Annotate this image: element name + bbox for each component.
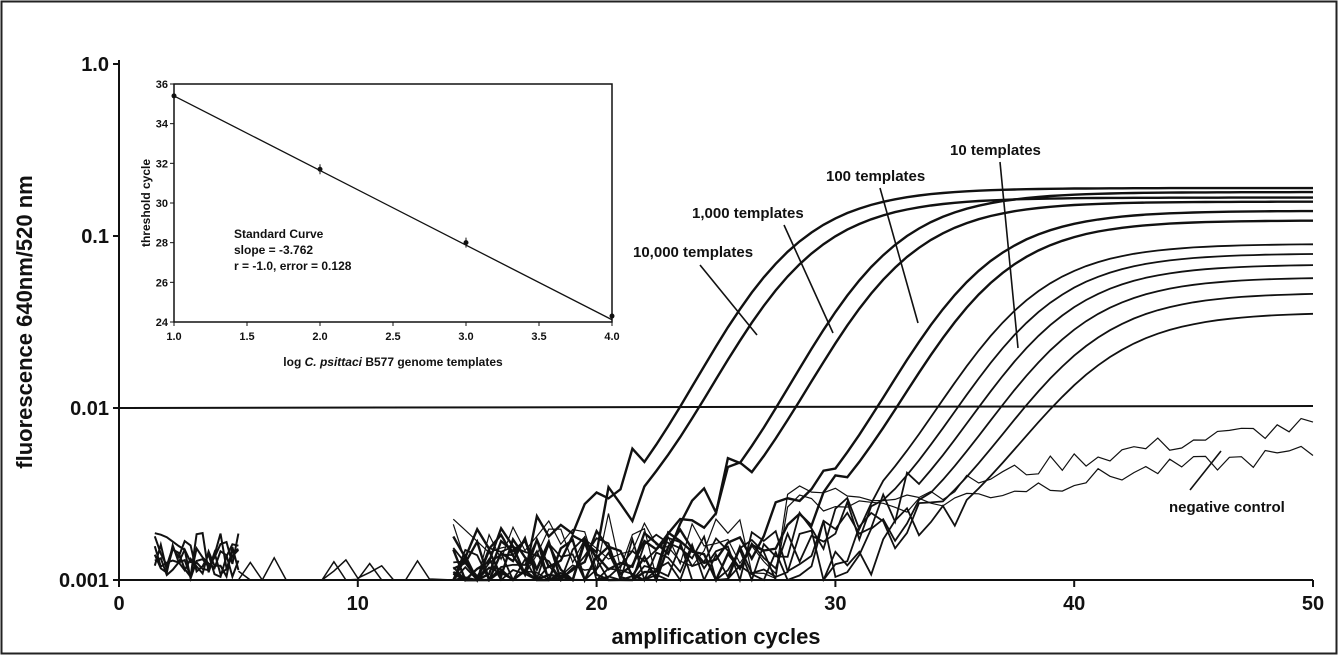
inset-annotation-line: slope = -3.762 [234,243,313,257]
y-tick-label: 1.0 [81,54,109,76]
annotation-pointer [783,224,834,334]
annotation-pointer [1189,450,1222,491]
inset-x-tick-label: 2.0 [312,331,327,343]
inset-x-tick-label: 1.0 [166,331,181,343]
inset-annotation-line: r = -1.0, error = 0.128 [234,259,352,273]
annotation-label: 10,000 templates [633,244,753,261]
annotation-label: negative control [1169,499,1285,516]
inset-x-axis-title-species: C. psittaci [305,355,363,369]
inset-y-tick-label: 36 [156,79,168,91]
baseline-noise-line [154,532,240,583]
x-tick-label: 10 [347,593,369,615]
inset-fit-line [173,95,613,321]
inset-x-axis-title-prefix: log [283,355,304,369]
y-tick-label: 0.1 [81,226,109,248]
inset-y-tick-label: 26 [156,277,168,289]
inset-x-axis-title-suffix: B577 genome templates [362,355,503,369]
inset-x-tick-label: 3.5 [531,331,546,343]
baseline-noise-line [153,535,239,579]
y-tick-label: 0.001 [59,570,109,592]
threshold-line [118,405,1314,409]
annotation-label: 1,000 templates [692,205,804,222]
inset-y-tick-label: 32 [156,158,168,170]
inset-x-tick-label: 1.5 [239,331,254,343]
inset-plot: 1.0 1.5 2.0 2.5 3.0 3.5 4.0 24 26 28 30 32 34 36 log C… [139,79,620,369]
annotation-label: 100 templates [826,168,925,185]
inset-x-tick-label: 3.0 [458,331,473,343]
inset-x-tick-label: 4.0 [604,331,619,343]
amplification-curve [452,312,1314,582]
annotation-pointer [999,161,1019,349]
amplification-curve [452,196,1313,583]
amplification-curve [452,219,1313,583]
x-tick-label: 40 [1063,593,1085,615]
annotation-pointer [699,264,758,336]
x-tick-label: 50 [1302,593,1324,615]
annotation-label: 10 templates [950,142,1041,159]
negative-control-curve [452,445,1314,580]
amplification-curve [452,243,1314,583]
y-axis-title: fluorescence 640nm/520 nm [12,175,37,468]
x-tick-label: 20 [585,593,607,615]
inset-y-tick-label: 30 [156,198,168,210]
x-tick-label: 0 [113,593,124,615]
inset-y-tick-label: 24 [156,317,169,329]
annotation-pointer [879,187,919,324]
main-plot: 0 10 20 30 40 50 0.001 0.01 0.1 1.0 amplification … [12,54,1324,649]
baseline-noise-line [153,541,240,580]
x-tick-label: 30 [824,593,846,615]
inset-y-tick-label: 28 [156,238,168,250]
inset-annotation-line: Standard Curve [234,227,324,241]
y-tick-label: 0.01 [70,398,109,420]
x-axis-title: amplification cycles [611,624,820,649]
amplification-curve [453,277,1314,583]
inset-x-axis-title: log C. psittaci B577 genome templates [283,355,503,369]
negative-control-curve [452,417,1314,582]
inset-x-tick-label: 2.5 [385,331,400,343]
inset-y-tick-label: 34 [156,119,169,131]
inset-y-axis-title: threshold cycle [139,159,153,247]
amplification-curve [452,190,1313,583]
